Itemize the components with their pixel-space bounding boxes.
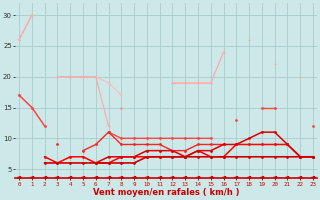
Point bbox=[183, 175, 188, 178]
Point bbox=[298, 175, 303, 178]
Point bbox=[259, 175, 264, 178]
Point bbox=[80, 175, 85, 178]
Point bbox=[285, 175, 290, 178]
Point bbox=[144, 175, 149, 178]
Point bbox=[247, 175, 252, 178]
X-axis label: Vent moyen/en rafales ( km/h ): Vent moyen/en rafales ( km/h ) bbox=[93, 188, 239, 197]
Point bbox=[272, 175, 277, 178]
Point bbox=[42, 175, 47, 178]
Point bbox=[208, 175, 213, 178]
Point bbox=[119, 175, 124, 178]
Point bbox=[17, 175, 22, 178]
Point bbox=[132, 175, 137, 178]
Point bbox=[55, 175, 60, 178]
Point bbox=[221, 175, 226, 178]
Point bbox=[93, 175, 98, 178]
Point bbox=[157, 175, 162, 178]
Point bbox=[106, 175, 111, 178]
Point bbox=[29, 175, 35, 178]
Point bbox=[310, 175, 316, 178]
Point bbox=[234, 175, 239, 178]
Point bbox=[68, 175, 73, 178]
Point bbox=[196, 175, 201, 178]
Point bbox=[170, 175, 175, 178]
